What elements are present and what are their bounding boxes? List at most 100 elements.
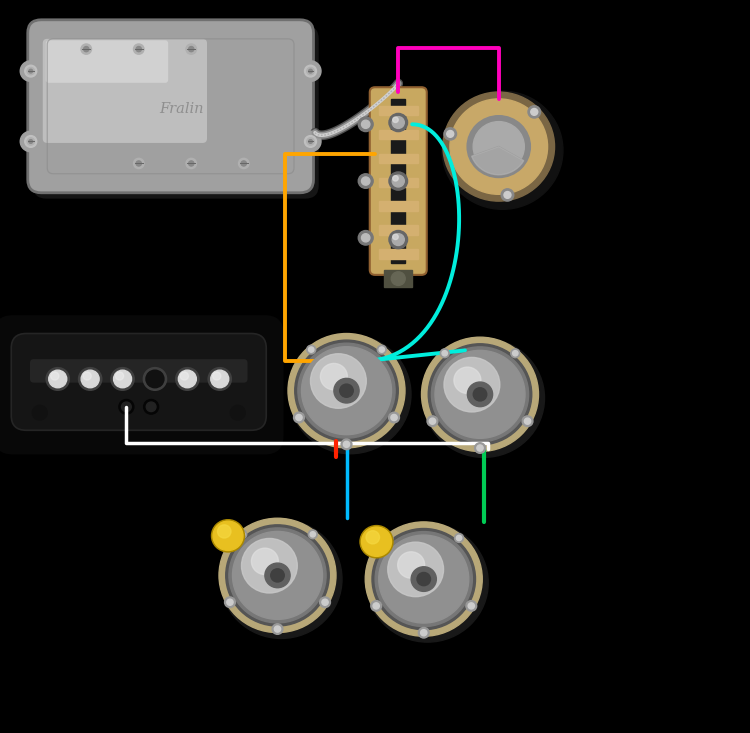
Circle shape [302,347,392,435]
Circle shape [32,405,47,420]
Circle shape [144,399,159,414]
Circle shape [373,603,380,609]
Circle shape [310,354,366,408]
Circle shape [79,368,102,390]
Circle shape [340,384,353,397]
Circle shape [531,108,538,115]
Circle shape [310,531,316,537]
Circle shape [232,531,322,619]
Circle shape [473,388,487,401]
Circle shape [392,234,404,246]
Circle shape [220,520,342,638]
Circle shape [417,572,430,586]
Circle shape [304,136,316,147]
Circle shape [358,231,374,245]
Circle shape [226,599,233,605]
Circle shape [389,230,407,248]
Circle shape [477,445,483,451]
Bar [379,177,418,187]
Circle shape [219,518,336,633]
Circle shape [427,416,438,427]
Circle shape [391,414,398,421]
Circle shape [217,525,231,538]
Circle shape [136,46,141,51]
Circle shape [28,139,33,143]
Bar [379,153,418,163]
Circle shape [423,339,544,457]
Circle shape [393,117,398,122]
Circle shape [251,548,278,575]
Circle shape [320,597,331,608]
Circle shape [298,343,395,438]
Bar [384,270,412,287]
Circle shape [377,345,386,354]
Circle shape [27,138,34,145]
Circle shape [341,439,352,449]
Circle shape [81,44,92,54]
Circle shape [384,534,393,542]
FancyBboxPatch shape [0,315,284,454]
Circle shape [389,114,407,132]
Circle shape [143,368,166,390]
Circle shape [307,67,314,75]
Circle shape [379,535,469,623]
Circle shape [224,597,236,608]
Circle shape [444,128,457,140]
Circle shape [431,347,529,442]
Circle shape [230,405,245,420]
Circle shape [393,234,398,240]
Circle shape [83,372,92,380]
Circle shape [300,61,321,81]
Circle shape [466,600,477,611]
Circle shape [392,117,404,128]
Circle shape [366,531,380,544]
Circle shape [454,367,481,394]
Circle shape [456,535,462,541]
Bar [379,202,418,211]
Bar [379,226,418,235]
Circle shape [501,189,514,201]
FancyBboxPatch shape [11,334,266,430]
Circle shape [51,372,58,380]
Circle shape [440,349,449,358]
Circle shape [386,535,392,541]
Circle shape [362,177,370,185]
Circle shape [398,552,424,578]
Circle shape [146,370,164,388]
Circle shape [504,191,511,199]
Circle shape [467,116,530,177]
Circle shape [189,161,194,166]
Circle shape [454,534,464,542]
Circle shape [308,347,314,353]
Circle shape [84,46,88,51]
Circle shape [134,44,144,54]
Circle shape [296,414,302,421]
Circle shape [511,349,520,358]
Circle shape [419,627,429,638]
Circle shape [360,526,393,558]
FancyBboxPatch shape [46,40,168,83]
Circle shape [428,344,532,445]
Circle shape [393,176,398,181]
Circle shape [392,272,405,285]
Circle shape [362,527,392,556]
Circle shape [365,522,482,636]
Circle shape [208,368,231,390]
Circle shape [522,416,533,427]
Circle shape [46,368,69,390]
Circle shape [265,563,290,588]
Circle shape [309,70,312,73]
Circle shape [116,372,124,380]
Circle shape [443,92,554,201]
Circle shape [468,603,475,609]
Circle shape [213,372,220,380]
Circle shape [467,382,493,407]
Circle shape [421,630,427,636]
Circle shape [238,530,247,539]
Circle shape [375,531,472,627]
Circle shape [272,624,283,634]
Circle shape [180,372,188,380]
Circle shape [25,65,37,77]
Circle shape [27,67,34,75]
Circle shape [274,626,280,632]
